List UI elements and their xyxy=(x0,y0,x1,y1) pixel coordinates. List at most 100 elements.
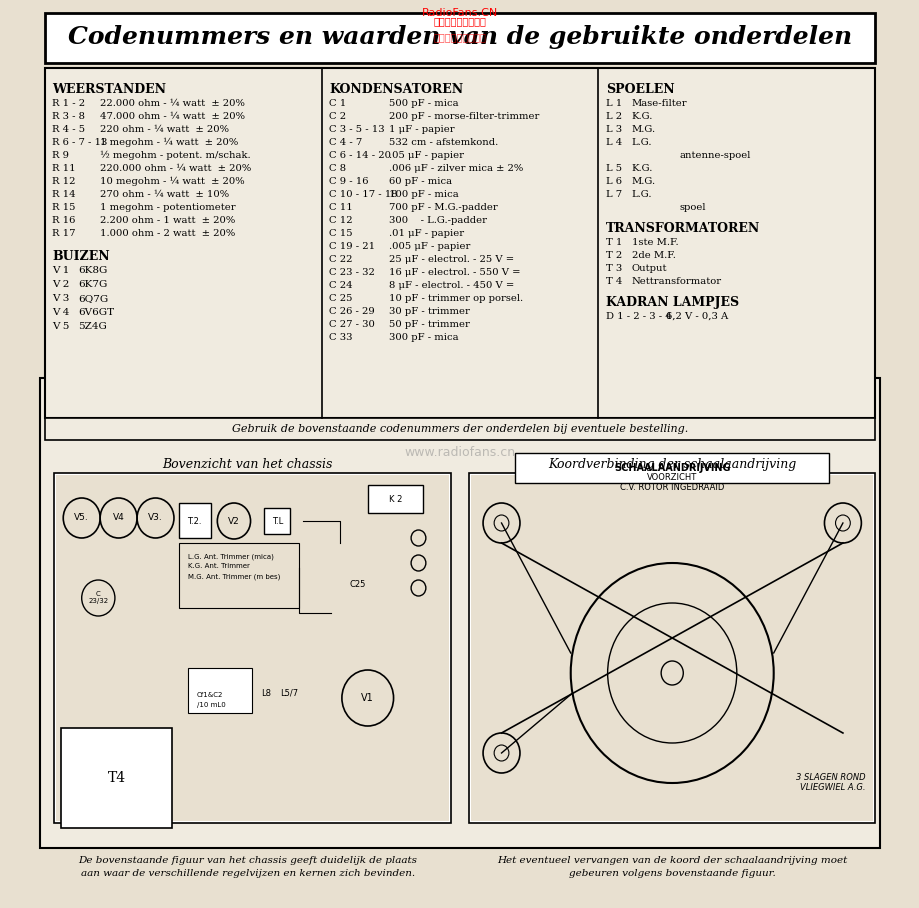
Text: V3.: V3. xyxy=(148,514,163,522)
Text: Codenummers en waarden van de gebruikte onderdelen: Codenummers en waarden van de gebruikte … xyxy=(68,25,851,49)
Text: V5.: V5. xyxy=(74,514,89,522)
Text: C 26 - 29: C 26 - 29 xyxy=(329,307,374,316)
Text: 220.000 ohm - ¼ watt  ± 20%: 220.000 ohm - ¼ watt ± 20% xyxy=(100,164,251,173)
Text: V2: V2 xyxy=(228,517,240,526)
Text: M.G.: M.G. xyxy=(631,177,655,186)
Text: RadioFans.CN: RadioFans.CN xyxy=(422,8,497,18)
Text: 270 ohm - ¼ watt  ± 10%: 270 ohm - ¼ watt ± 10% xyxy=(100,190,229,199)
Text: 1ste M.F.: 1ste M.F. xyxy=(631,238,677,247)
FancyBboxPatch shape xyxy=(178,503,210,538)
Text: /10 mL0: /10 mL0 xyxy=(197,702,225,708)
Text: WEERSTANDEN: WEERSTANDEN xyxy=(52,83,166,96)
Text: .01 μF - papier: .01 μF - papier xyxy=(389,229,463,238)
Text: V 4: V 4 xyxy=(52,308,70,317)
Text: R 15: R 15 xyxy=(52,203,75,212)
Text: 8 μF - electrol. - 450 V =: 8 μF - electrol. - 450 V = xyxy=(389,281,514,290)
FancyBboxPatch shape xyxy=(187,668,252,713)
FancyBboxPatch shape xyxy=(62,728,172,828)
Text: R 16: R 16 xyxy=(52,216,75,225)
Text: 1 megohm - ¼ watt  ± 20%: 1 megohm - ¼ watt ± 20% xyxy=(100,138,238,147)
Text: L 2: L 2 xyxy=(605,112,621,121)
Text: Koordverbinding der schaalaandrijving: Koordverbinding der schaalaandrijving xyxy=(548,458,796,471)
Text: C 10 - 17 - 18: C 10 - 17 - 18 xyxy=(329,190,397,199)
Text: 100 pF - mica: 100 pF - mica xyxy=(389,190,459,199)
Text: 6K7G: 6K7G xyxy=(78,280,108,289)
Text: De bovenstaande figuur van het chassis geeft duidelijk de plaats
aan waar de ver: De bovenstaande figuur van het chassis g… xyxy=(78,856,417,878)
Text: T.2.: T.2. xyxy=(187,517,201,526)
Text: Mase-filter: Mase-filter xyxy=(631,99,686,108)
Text: 30 pF - trimmer: 30 pF - trimmer xyxy=(389,307,470,316)
Text: C.V. ROTOR INGEDRAAID: C.V. ROTOR INGEDRAAID xyxy=(619,483,723,492)
Text: C 1: C 1 xyxy=(329,99,346,108)
Text: www.radiofans.cn: www.radiofans.cn xyxy=(404,446,515,459)
Text: 22.000 ohm - ¼ watt  ± 20%: 22.000 ohm - ¼ watt ± 20% xyxy=(100,99,244,108)
Text: 5Z4G: 5Z4G xyxy=(78,322,107,331)
Text: 300 pF - mica: 300 pF - mica xyxy=(389,333,458,342)
Text: C 6 - 14 - 20: C 6 - 14 - 20 xyxy=(329,151,391,160)
Text: L 4: L 4 xyxy=(605,138,621,147)
Text: 2de M.F.: 2de M.F. xyxy=(631,251,675,260)
FancyBboxPatch shape xyxy=(56,475,448,821)
Text: C 22: C 22 xyxy=(329,255,352,264)
Text: 2.200 ohm - 1 watt  ± 20%: 2.200 ohm - 1 watt ± 20% xyxy=(100,216,235,225)
Text: L 1: L 1 xyxy=(605,99,621,108)
Text: C 24: C 24 xyxy=(329,281,352,290)
Text: V1: V1 xyxy=(361,693,374,703)
Text: V 5: V 5 xyxy=(52,322,70,331)
Text: 16 μF - electrol. - 550 V =: 16 μF - electrol. - 550 V = xyxy=(389,268,520,277)
Text: T 2: T 2 xyxy=(605,251,621,260)
FancyBboxPatch shape xyxy=(264,508,289,534)
Text: L 6: L 6 xyxy=(605,177,621,186)
FancyBboxPatch shape xyxy=(368,485,423,513)
Text: K.G.: K.G. xyxy=(631,164,652,173)
Text: R 3 - 8: R 3 - 8 xyxy=(52,112,85,121)
Text: 532 cm - afstemkond.: 532 cm - afstemkond. xyxy=(389,138,498,147)
Text: BUIZEN: BUIZEN xyxy=(52,250,109,263)
Text: T 3: T 3 xyxy=(605,264,621,273)
Text: VOORZICHT: VOORZICHT xyxy=(646,473,697,482)
Text: Gebruik de bovenstaande codenummers der onderdelen bij eventuele bestelling.: Gebruik de bovenstaande codenummers der … xyxy=(232,424,687,434)
Text: D 1 - 2 - 3 - 4: D 1 - 2 - 3 - 4 xyxy=(605,312,671,321)
Text: 1 μF - papier: 1 μF - papier xyxy=(389,125,454,134)
Text: R 9: R 9 xyxy=(52,151,69,160)
Text: R 12: R 12 xyxy=(52,177,75,186)
Text: V 2: V 2 xyxy=(52,280,70,289)
Text: V 3: V 3 xyxy=(52,294,70,303)
Text: ½ megohm - potent. m/schak.: ½ megohm - potent. m/schak. xyxy=(100,151,251,161)
Text: C 3 - 5 - 13: C 3 - 5 - 13 xyxy=(329,125,384,134)
Text: 6Q7G: 6Q7G xyxy=(78,294,108,303)
Text: Output: Output xyxy=(631,264,666,273)
FancyBboxPatch shape xyxy=(54,473,450,823)
Text: SPOELEN: SPOELEN xyxy=(605,83,674,96)
Text: C25: C25 xyxy=(349,580,365,589)
Text: R 17: R 17 xyxy=(52,229,75,238)
Text: 50 pF - trimmer: 50 pF - trimmer xyxy=(389,320,470,329)
Text: .005 μF - papier: .005 μF - papier xyxy=(389,242,470,251)
Text: C 33: C 33 xyxy=(329,333,352,342)
Text: R 4 - 5: R 4 - 5 xyxy=(52,125,85,134)
Text: M.G.: M.G. xyxy=(631,125,655,134)
Text: R 6 - 7 - 13: R 6 - 7 - 13 xyxy=(52,138,108,147)
Text: K.G. Ant. Trimmer: K.G. Ant. Trimmer xyxy=(187,563,249,569)
Text: C 8: C 8 xyxy=(329,164,346,173)
Text: L.G.: L.G. xyxy=(631,190,652,199)
Text: L.G. Ant. Trimmer (mica): L.G. Ant. Trimmer (mica) xyxy=(187,553,273,559)
Text: L8: L8 xyxy=(261,688,271,697)
Text: C 23 - 32: C 23 - 32 xyxy=(329,268,374,277)
Text: R 14: R 14 xyxy=(52,190,75,199)
Text: 220 ohm - ¼ watt  ± 20%: 220 ohm - ¼ watt ± 20% xyxy=(100,125,229,134)
Text: L 5: L 5 xyxy=(605,164,621,173)
Text: KADRAN LAMPJES: KADRAN LAMPJES xyxy=(605,296,738,309)
Text: C 19 - 21: C 19 - 21 xyxy=(329,242,375,251)
Text: antenne-spoel: antenne-spoel xyxy=(679,151,750,160)
Text: 60 pF - mica: 60 pF - mica xyxy=(389,177,451,186)
Text: SCHAALAANDRIJVING: SCHAALAANDRIJVING xyxy=(613,463,730,473)
Text: C 15: C 15 xyxy=(329,229,352,238)
Text: K 2: K 2 xyxy=(389,495,402,504)
Text: Cf1&C2: Cf1&C2 xyxy=(197,692,223,698)
Text: TRANSFORMATOREN: TRANSFORMATOREN xyxy=(605,222,759,235)
Text: V4: V4 xyxy=(113,514,124,522)
Text: 10 megohm - ¼ watt  ± 20%: 10 megohm - ¼ watt ± 20% xyxy=(100,177,244,186)
Text: KONDENSATOREN: KONDENSATOREN xyxy=(329,83,462,96)
FancyBboxPatch shape xyxy=(471,475,872,821)
